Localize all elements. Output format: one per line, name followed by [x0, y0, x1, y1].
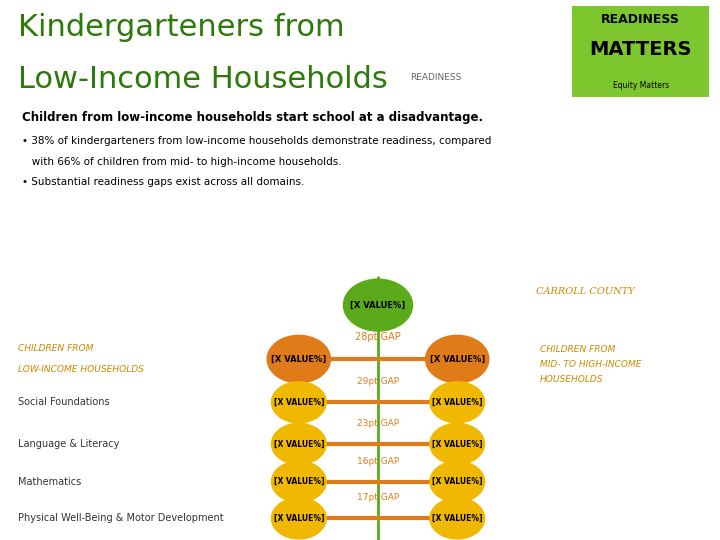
Circle shape: [267, 335, 330, 383]
Text: [X VALUE%]: [X VALUE%]: [432, 477, 482, 486]
Circle shape: [271, 461, 326, 502]
Circle shape: [271, 382, 326, 423]
Circle shape: [271, 423, 326, 464]
Text: [X VALUE%]: [X VALUE%]: [432, 514, 482, 523]
Circle shape: [430, 461, 485, 502]
Text: [X VALUE%]: [X VALUE%]: [351, 301, 405, 309]
Text: [X VALUE%]: [X VALUE%]: [432, 398, 482, 407]
Text: Kindergarteners from: Kindergarteners from: [18, 14, 345, 43]
Text: Equity Matters: Equity Matters: [613, 80, 669, 90]
Circle shape: [430, 498, 485, 539]
Text: READINESS: READINESS: [410, 73, 462, 82]
Text: 29pt GAP: 29pt GAP: [357, 377, 399, 386]
Circle shape: [430, 382, 485, 423]
Text: • 38% of kindergarteners from low-income households demonstrate readiness, compa: • 38% of kindergarteners from low-income…: [22, 136, 491, 146]
Text: Physical Well-Being & Motor Development: Physical Well-Being & Motor Development: [18, 514, 224, 523]
Text: HOUSEHOLDS: HOUSEHOLDS: [540, 375, 603, 384]
Text: 28pt GAP: 28pt GAP: [355, 333, 401, 342]
Text: with 66% of children from mid- to high-income households.: with 66% of children from mid- to high-i…: [22, 157, 341, 167]
Text: READINESS: READINESS: [601, 13, 680, 26]
Text: CARROLL COUNTY: CARROLL COUNTY: [536, 287, 635, 296]
Text: [X VALUE%]: [X VALUE%]: [430, 355, 485, 363]
Text: Children from low-income households start school at a disadvantage.: Children from low-income households star…: [22, 111, 482, 124]
Text: Mathematics: Mathematics: [18, 477, 81, 487]
Text: MID- TO HIGH-INCOME: MID- TO HIGH-INCOME: [540, 360, 642, 369]
Text: CHILDREN FROM: CHILDREN FROM: [540, 345, 616, 354]
Circle shape: [343, 279, 413, 331]
Text: MATTERS: MATTERS: [590, 40, 692, 59]
Text: LOW-INCOME HOUSEHOLDS: LOW-INCOME HOUSEHOLDS: [18, 366, 144, 374]
Text: Low-Income Households: Low-Income Households: [18, 65, 388, 94]
Text: 23pt GAP: 23pt GAP: [357, 419, 399, 428]
Text: Social Foundations: Social Foundations: [18, 397, 109, 407]
Text: Language & Literacy: Language & Literacy: [18, 439, 120, 449]
Text: 16pt GAP: 16pt GAP: [357, 457, 399, 465]
Text: [X VALUE%]: [X VALUE%]: [271, 355, 326, 363]
Circle shape: [271, 498, 326, 539]
FancyBboxPatch shape: [572, 6, 709, 97]
Text: [X VALUE%]: [X VALUE%]: [274, 477, 324, 486]
Text: [X VALUE%]: [X VALUE%]: [274, 514, 324, 523]
Text: • Substantial readiness gaps exist across all domains.: • Substantial readiness gaps exist acros…: [22, 177, 304, 187]
Text: [X VALUE%]: [X VALUE%]: [274, 398, 324, 407]
Circle shape: [426, 335, 489, 383]
Circle shape: [430, 423, 485, 464]
Text: 17pt GAP: 17pt GAP: [357, 494, 399, 502]
Text: CHILDREN FROM: CHILDREN FROM: [18, 344, 94, 353]
Text: [X VALUE%]: [X VALUE%]: [432, 440, 482, 448]
Text: [X VALUE%]: [X VALUE%]: [274, 440, 324, 448]
